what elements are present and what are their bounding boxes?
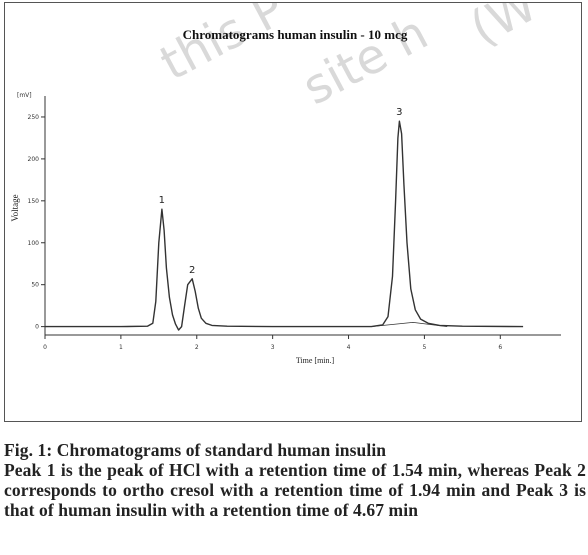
caption-body: Peak 1 is the peak of HCl with a retenti… — [4, 460, 586, 520]
peak-label: 2 — [189, 265, 195, 276]
chromatogram-trace — [45, 120, 524, 331]
axes — [44, 96, 561, 336]
chart-title: Chromatograms human insulin - 10 mcg — [183, 27, 408, 42]
caption-title: Fig. 1: Chromatograms of standard human … — [4, 440, 387, 460]
y-tick-label: 250 — [28, 114, 40, 121]
y-tick-label: 200 — [28, 156, 40, 163]
x-tick-label: 2 — [195, 344, 199, 351]
x-tick-label: 4 — [347, 344, 351, 351]
y-axis-title: Voltage — [10, 194, 20, 221]
y-tick-label: 150 — [28, 198, 40, 205]
watermark: this P site h (W — [151, 3, 546, 116]
x-tick-label: 5 — [422, 344, 426, 351]
ticks: 0 1 2 3 4 5 6 0 50 100 150 200 250 — [28, 114, 503, 351]
peak-label: 1 — [159, 195, 165, 206]
x-tick-label: 0 — [43, 344, 47, 351]
x-tick-label: 3 — [271, 344, 275, 351]
y-tick-label: 0 — [35, 324, 39, 331]
watermark-text-1: this P — [151, 3, 294, 92]
traces — [45, 120, 524, 331]
integration-baseline — [371, 321, 448, 327]
x-tick-label: 6 — [498, 344, 502, 351]
watermark-text-2: site h — [294, 5, 437, 117]
figure-caption: Fig. 1: Chromatograms of standard human … — [4, 440, 586, 520]
peak-label: 3 — [396, 107, 402, 118]
chart-frame: this P site h (W Chromatograms human ins… — [4, 2, 582, 422]
peak-labels: 1 2 3 — [159, 107, 403, 276]
chromatogram-chart: this P site h (W Chromatograms human ins… — [10, 3, 561, 365]
x-axis-title: Time [min.] — [296, 356, 335, 365]
y-tick-label: 50 — [31, 282, 39, 289]
y-unit-label: [mV] — [17, 92, 32, 99]
x-tick-label: 1 — [119, 344, 123, 351]
y-tick-label: 100 — [28, 240, 40, 247]
watermark-text-3: (W — [461, 3, 546, 57]
